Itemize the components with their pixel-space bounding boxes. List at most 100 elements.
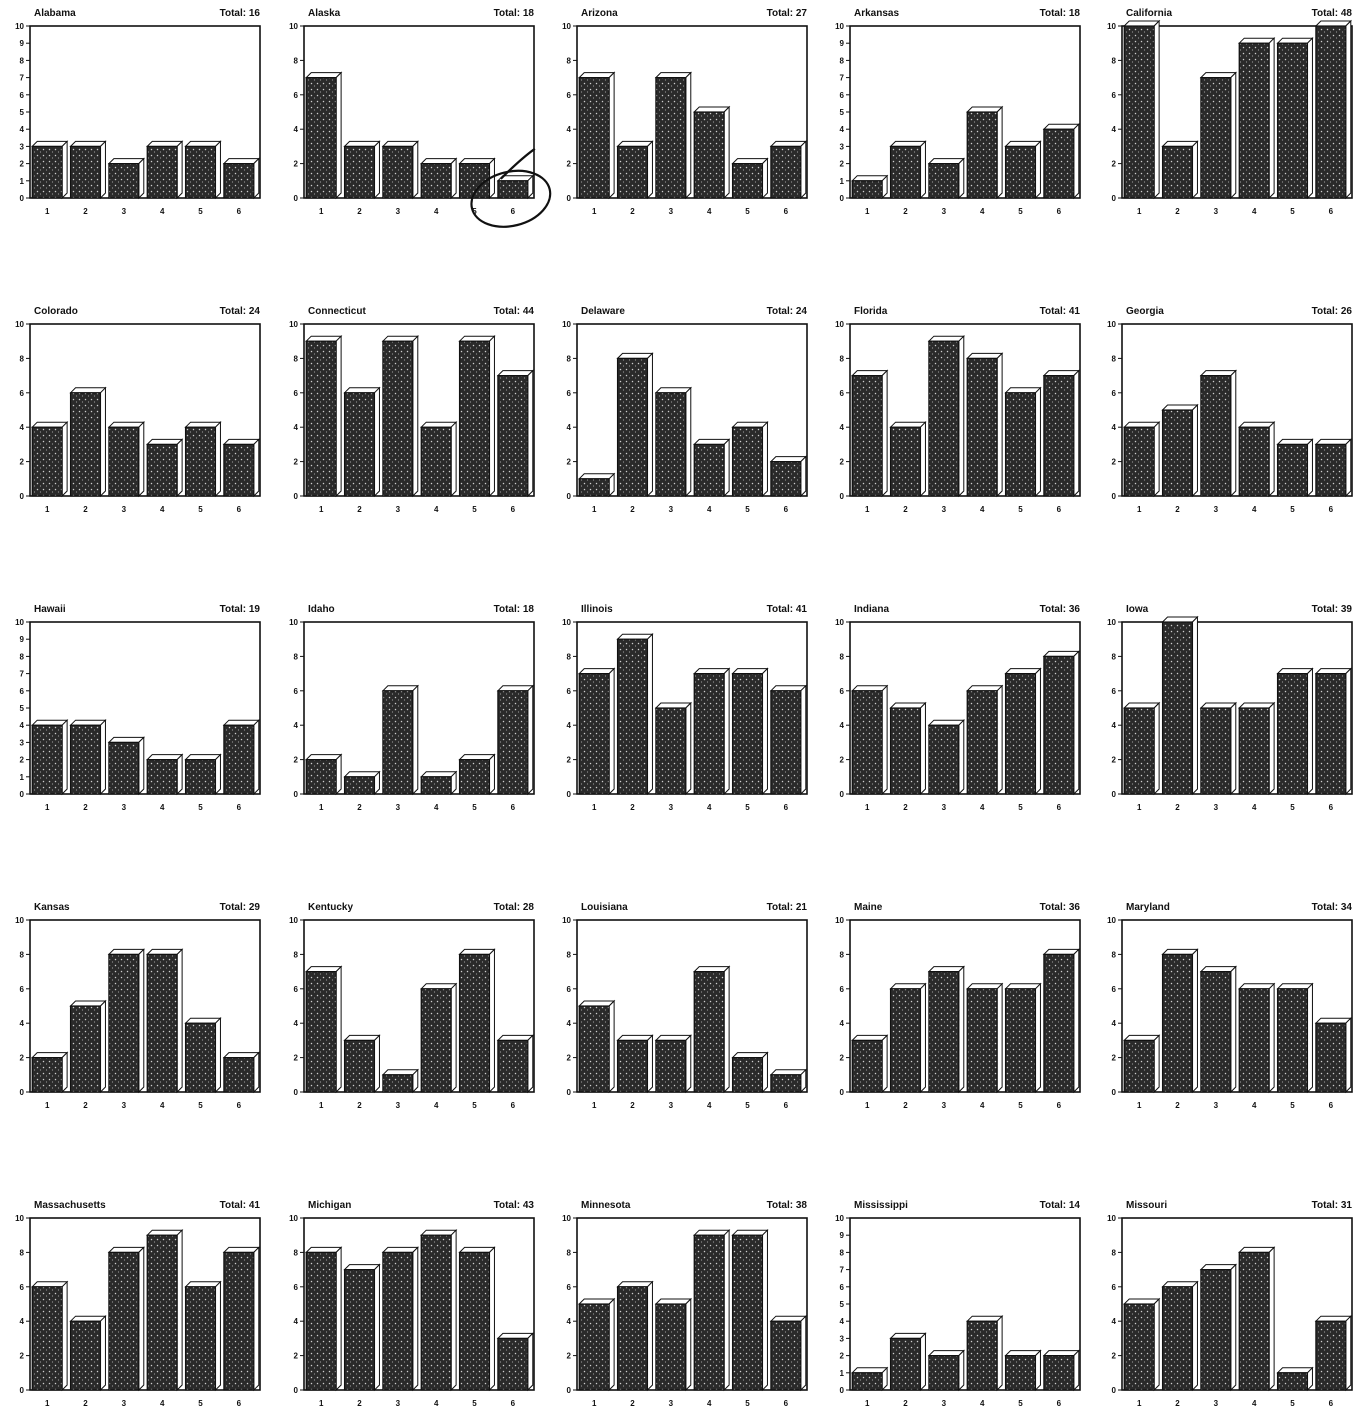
y-tick-label: 10 (835, 618, 844, 627)
y-tick-label: 0 (20, 194, 25, 203)
bar-front-face (1161, 145, 1194, 199)
bar-top-face (1314, 438, 1352, 445)
bar-front-face (578, 76, 610, 199)
chart-total-massachusetts: Total: 41 (220, 1200, 261, 1211)
bar-side-face (176, 140, 183, 200)
bar-side-face (1345, 1314, 1352, 1392)
bar-connecticut-4 (420, 420, 458, 498)
bar-side-face (881, 1034, 888, 1094)
bar-side-face (608, 667, 615, 796)
bar-front-face (770, 461, 802, 497)
bar-massachusetts-4 (146, 1228, 184, 1392)
y-tick-label: 2 (840, 756, 845, 765)
y-tick-label: 8 (20, 354, 25, 363)
bar-front-face (770, 1074, 802, 1093)
bar-front-face (1004, 1355, 1037, 1391)
bar-side-face (881, 369, 888, 498)
plot-frame (849, 1217, 1081, 1391)
chart-svg-hawaii: Hawaii Total: 19 0 1 2 3 4 5 6 7 8 9 10 1 2 3 4 5 6 (15, 604, 261, 812)
x-tick-label: 5 (745, 505, 750, 514)
x-tick-label: 1 (865, 1101, 870, 1110)
y-tick-label: 4 (567, 125, 572, 134)
x-tick-label: 5 (1018, 803, 1023, 812)
y-tick-label: 0 (1112, 492, 1117, 501)
bar-side-face (958, 718, 965, 796)
y-tick-label: 0 (1112, 1386, 1117, 1395)
bar-top-face (1276, 1367, 1314, 1374)
bar-top-face (654, 1034, 692, 1041)
x-tick-label: 4 (707, 1399, 712, 1408)
y-tick-label: 8 (567, 1248, 572, 1257)
y-tick-label: 10 (835, 22, 844, 31)
bar-front-face (108, 741, 140, 795)
bar-georgia-6 (1314, 438, 1352, 498)
y-tick-label: 2 (294, 458, 299, 467)
bar-side-face (1153, 1297, 1160, 1392)
y-tick-label: 0 (840, 492, 845, 501)
bar-front-face (616, 1286, 649, 1391)
bar-front-face (1200, 76, 1232, 199)
y-tick-label: 10 (1107, 320, 1116, 329)
bar-alabama-4 (146, 140, 184, 200)
x-tick-label: 2 (1175, 505, 1180, 514)
bar-top-face (1314, 668, 1352, 675)
x-tick-label: 1 (592, 505, 597, 514)
y-tick-label: 4 (840, 125, 845, 134)
bar-top-face (851, 1034, 889, 1041)
plot-frame (1121, 323, 1353, 497)
bar-side-face (919, 701, 926, 796)
y-tick-label: 2 (567, 1352, 572, 1361)
bar-connecticut-6 (496, 369, 534, 498)
bar-side-face (1153, 19, 1160, 200)
bar-side-face (1034, 982, 1041, 1094)
bar-top-face (381, 1069, 419, 1076)
bar-side-face (958, 157, 965, 200)
bar-indiana-5 (1004, 667, 1042, 796)
bar-top-face (1123, 421, 1161, 428)
y-tick-label: 6 (1112, 91, 1117, 100)
chart-panel-alaska: Alaska Total: 18 0 2 4 6 8 10 1 2 3 4 5 6 (280, 4, 552, 228)
chart-total-indiana: Total: 36 (1040, 604, 1081, 615)
bar-top-face (1199, 702, 1237, 709)
bar-louisiana-6 (769, 1068, 807, 1094)
x-tick-label: 2 (83, 1399, 88, 1408)
bar-front-face (693, 443, 725, 497)
bar-alaska-6 (496, 174, 534, 200)
bar-top-face (927, 335, 965, 342)
bar-top-face (31, 140, 69, 147)
x-tick-label: 5 (472, 505, 477, 514)
bar-top-face (1314, 20, 1352, 27)
x-tick-label: 6 (511, 1399, 516, 1408)
bar-side-face (996, 982, 1003, 1094)
chart-title-maine: Maine (854, 902, 883, 913)
bar-illinois-4 (693, 667, 731, 796)
x-tick-label: 3 (396, 505, 401, 514)
x-tick-label: 2 (903, 1399, 908, 1408)
bar-side-face (1153, 701, 1160, 796)
bar-side-face (1034, 140, 1041, 200)
chart-title-illinois: Illinois (581, 604, 613, 615)
bar-side-face (761, 1228, 768, 1392)
bar-georgia-1 (1123, 420, 1161, 498)
bar-michigan-2 (343, 1263, 381, 1392)
bar-maryland-1 (1123, 1034, 1161, 1094)
bar-delaware-2 (616, 352, 654, 498)
y-tick-label: 10 (1107, 916, 1116, 925)
x-tick-label: 4 (980, 207, 985, 216)
bar-front-face (1238, 426, 1270, 497)
y-tick-label: 8 (294, 56, 299, 65)
bar-top-face (1123, 1034, 1161, 1041)
x-tick-label: 6 (237, 803, 242, 812)
chart-total-louisiana: Total: 21 (767, 902, 808, 913)
bar-top-face (654, 702, 692, 709)
x-tick-label: 1 (592, 1101, 597, 1110)
x-tick-label: 1 (45, 1399, 50, 1408)
bar-kansas-6 (222, 1051, 260, 1094)
plot-frame (576, 25, 808, 199)
chart-title-maryland: Maryland (1126, 902, 1170, 913)
y-tick-label: 1 (840, 1369, 845, 1378)
y-tick-label: 2 (20, 756, 25, 765)
